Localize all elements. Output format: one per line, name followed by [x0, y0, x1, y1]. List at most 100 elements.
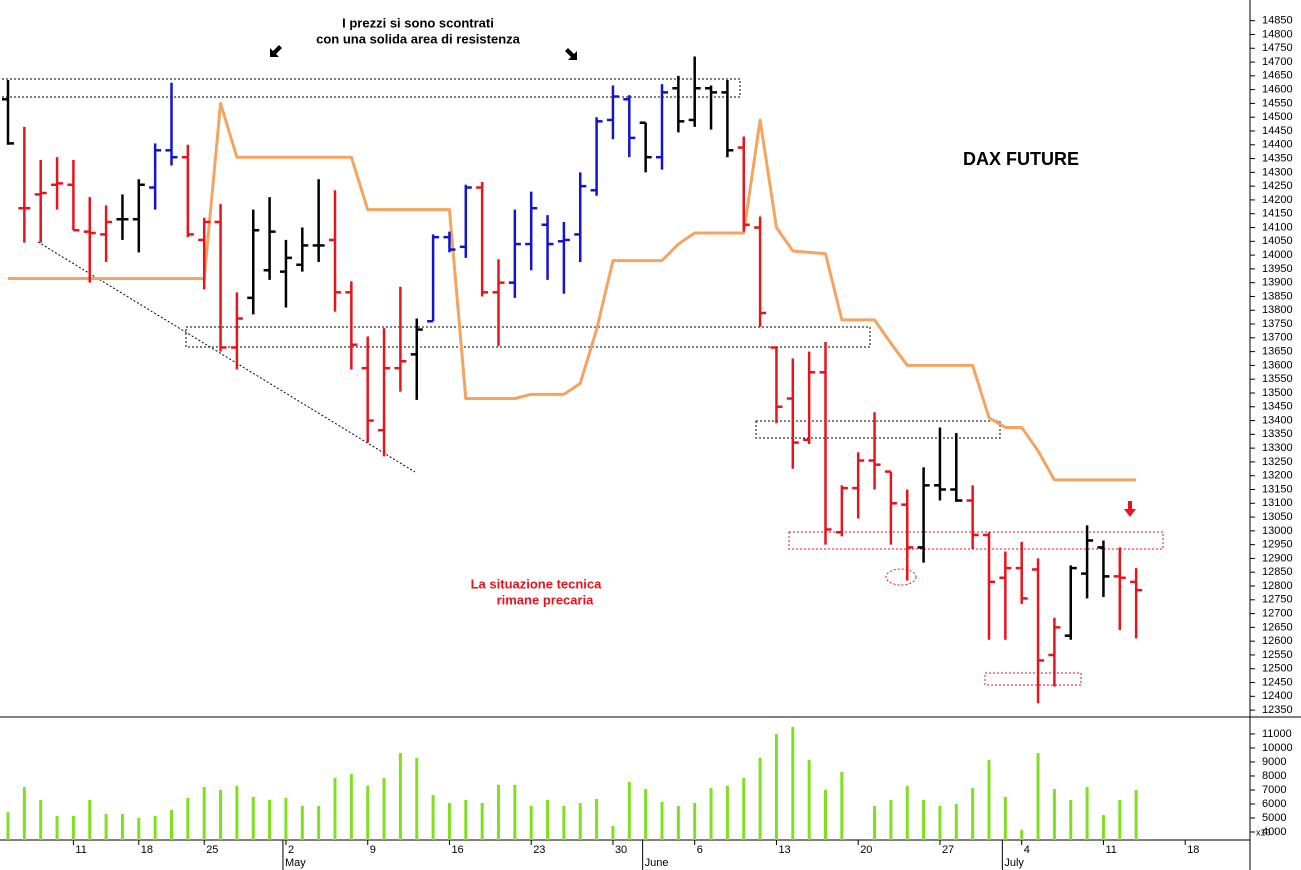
y-tick-label: 13300 — [1262, 442, 1293, 454]
zones — [0, 78, 1164, 686]
volume-bar — [137, 818, 141, 840]
volume-bar — [709, 788, 713, 840]
y-tick-label: 12450 — [1262, 676, 1293, 688]
volume-bar — [627, 782, 631, 840]
y-tick-label: 12400 — [1262, 690, 1293, 702]
y-tick-label: 14500 — [1262, 111, 1293, 123]
y-tick-label: 14300 — [1262, 166, 1293, 178]
y-tick-label: 12900 — [1262, 552, 1293, 564]
volume-bar — [546, 799, 550, 840]
x-tick-label: 4 — [1024, 844, 1030, 856]
x-tick-label: 18 — [1187, 844, 1199, 856]
volume-bar — [251, 796, 255, 840]
volume-bar — [219, 789, 223, 840]
y-tick-label: 6000 — [1262, 798, 1286, 810]
y-tick-label: 12950 — [1262, 539, 1293, 551]
zone — [755, 420, 1001, 439]
x-tick-label: 11 — [1105, 844, 1116, 856]
volume-bar — [1118, 799, 1122, 840]
x-tick-label: 18 — [141, 844, 153, 856]
volume-bar — [774, 733, 778, 840]
month-label: June — [645, 857, 669, 869]
x-tick-label: 30 — [615, 844, 627, 856]
arrow — [270, 45, 282, 57]
volume-bar — [300, 805, 304, 840]
y-tick-label: 13900 — [1262, 277, 1293, 289]
volume-bar — [104, 813, 108, 840]
volume-bar — [186, 797, 190, 840]
volume-bar — [382, 777, 386, 840]
volume-bar — [529, 805, 533, 840]
volume-bar — [987, 760, 991, 840]
volume-bar — [742, 777, 746, 840]
y-tick-label: 13350 — [1262, 428, 1293, 440]
y-tick-label: 13200 — [1262, 470, 1293, 482]
volume-bar — [676, 805, 680, 840]
x-tick-label: 27 — [942, 844, 954, 856]
volume-bar — [1101, 815, 1105, 840]
volume-bar — [889, 799, 893, 840]
volume-bar — [1052, 789, 1056, 840]
zone — [984, 672, 1082, 686]
volume-bar — [1036, 753, 1040, 840]
y-tick-label: 5000 — [1262, 812, 1286, 824]
volume-bar — [202, 787, 206, 840]
annotation: con una solida area di resistenza — [316, 31, 521, 46]
y-tick-label: 12750 — [1262, 594, 1293, 606]
volume-bar — [807, 760, 811, 840]
volume-bar — [971, 788, 975, 840]
volume-bar — [464, 799, 468, 840]
volume-bar — [905, 785, 909, 840]
x-tick-label: 25 — [206, 844, 218, 856]
support-zone — [185, 326, 871, 348]
volume-bar — [1085, 787, 1089, 840]
volume-bar — [39, 799, 43, 840]
y-tick-label: 13800 — [1262, 304, 1293, 316]
volume-bar — [170, 810, 173, 840]
y-tick-label: 11000 — [1262, 728, 1292, 740]
x-tick-label: 20 — [860, 844, 872, 856]
volume-bar — [415, 757, 419, 840]
annotation: rimane precaria — [497, 592, 595, 607]
volume-bar — [431, 795, 435, 840]
y-tick-label: 14450 — [1262, 125, 1293, 137]
x-tick-label: 2 — [288, 844, 294, 856]
volume-bar — [758, 757, 762, 840]
y-tick-label: 13000 — [1262, 525, 1293, 537]
x-tick-label: 13 — [778, 844, 790, 856]
volume-bar — [1003, 796, 1007, 840]
x-tick-label: 6 — [697, 844, 703, 856]
y-tick-label: 14100 — [1262, 221, 1293, 233]
y-tick-label: 13500 — [1262, 387, 1293, 399]
y-tick-label: 12550 — [1262, 649, 1293, 661]
y-tick-label: 12850 — [1262, 566, 1293, 578]
y-tick-label: 14250 — [1262, 180, 1293, 192]
volume-axis-label: x10 — [1256, 827, 1271, 837]
y-tick-label: 13700 — [1262, 332, 1293, 344]
y-tick-label: 13750 — [1262, 318, 1293, 330]
y-tick-label: 12600 — [1262, 635, 1293, 647]
month-label: May — [285, 857, 306, 869]
y-tick-label: 13400 — [1262, 414, 1293, 426]
y-tick-label: 8000 — [1262, 770, 1286, 782]
volume-bar — [578, 803, 582, 840]
y-tick-label: 13850 — [1262, 290, 1293, 302]
y-tick-label: 12350 — [1262, 704, 1293, 716]
arrow-down — [1124, 501, 1136, 517]
y-tick-label: 12700 — [1262, 607, 1293, 619]
volume-bar — [693, 803, 697, 840]
volume-bar — [824, 789, 827, 840]
y-tick-label: 13650 — [1262, 346, 1293, 358]
volume-bar — [595, 798, 599, 840]
x-tick-label: 23 — [533, 844, 545, 856]
x-tick-label: 16 — [451, 844, 463, 856]
y-tick-label: 14550 — [1262, 97, 1293, 109]
volume-bar — [480, 803, 484, 840]
y-tick-label: 14050 — [1262, 235, 1293, 247]
volume-bar — [497, 784, 500, 840]
y-tick-label: 4000 — [1262, 826, 1286, 838]
volume-bar — [398, 753, 402, 840]
y-tick-label: 14800 — [1262, 28, 1293, 40]
